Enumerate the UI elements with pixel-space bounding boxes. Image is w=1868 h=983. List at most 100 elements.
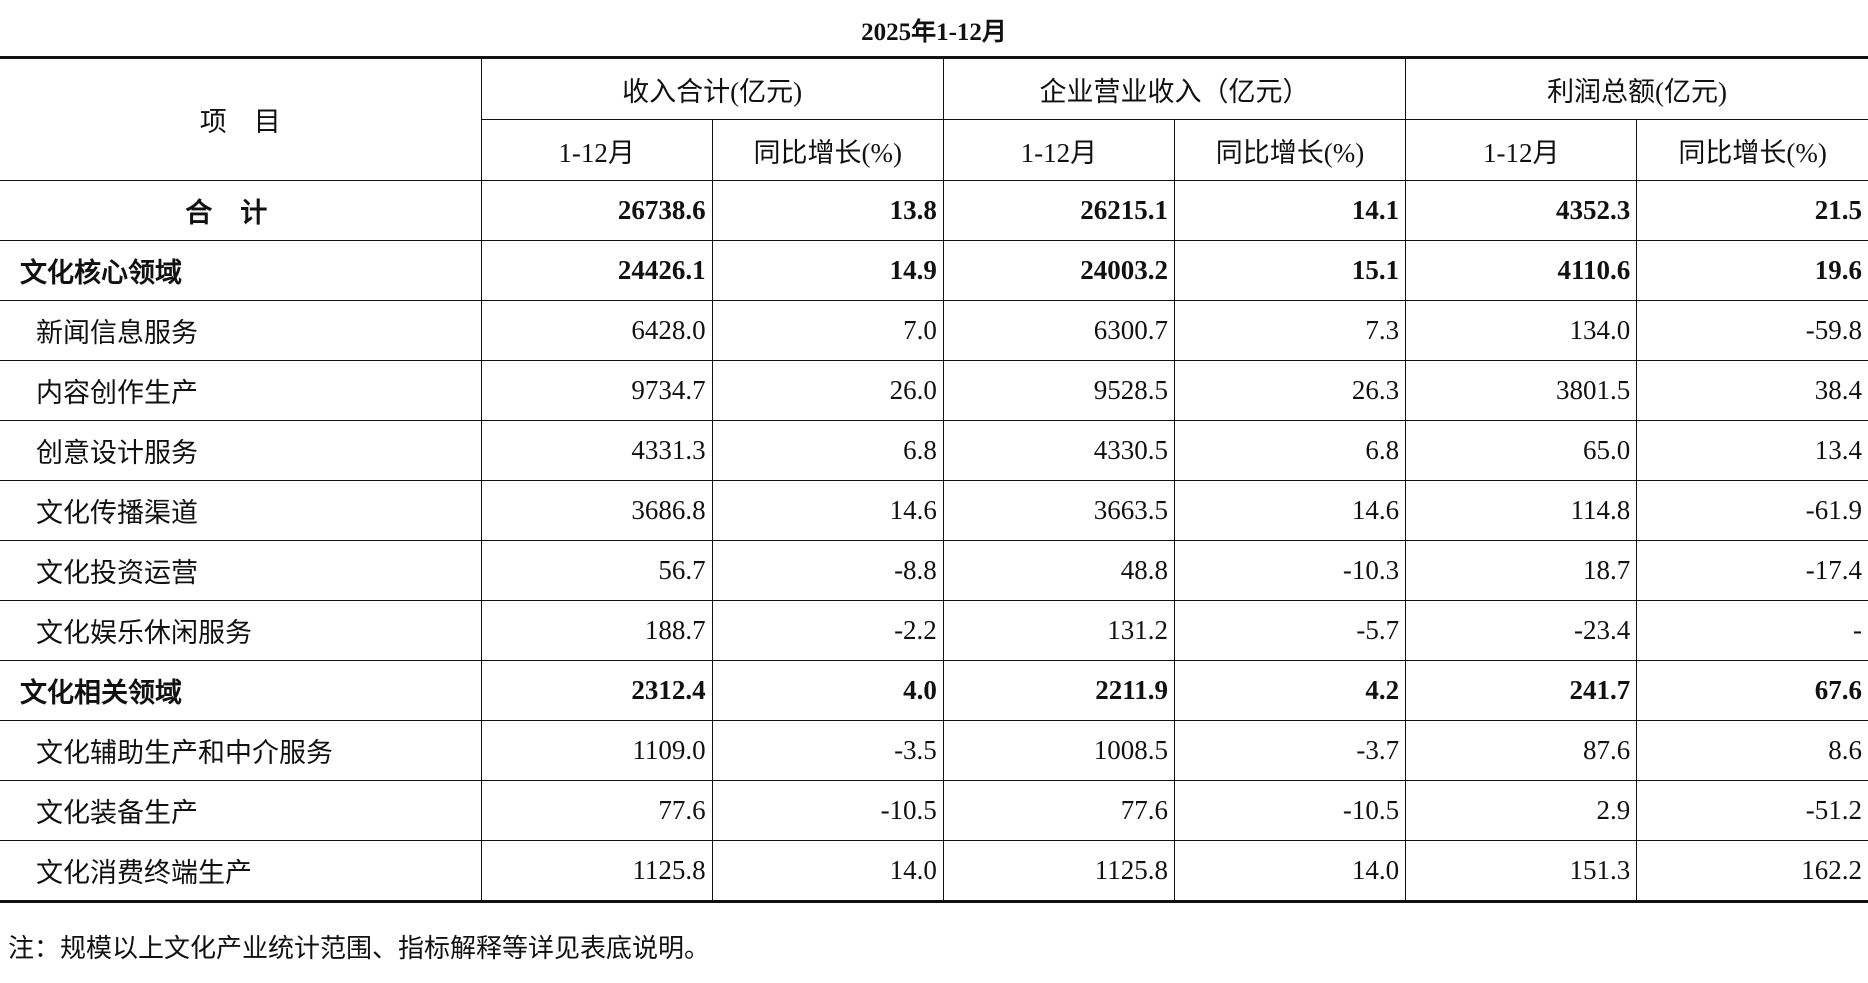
cell-value: 151.3	[1405, 840, 1638, 902]
cell-value: -3.7	[1173, 720, 1407, 781]
header-row-sub: 1-12月 同比增长(%) 1-12月 同比增长(%) 1-12月 同比增长(%…	[0, 119, 1868, 181]
row-label: 文化装备生产	[0, 780, 482, 841]
cell-value: 77.6	[942, 780, 1175, 841]
cell-value: 2.9	[1405, 780, 1638, 841]
header-sub: 1-12月	[481, 119, 713, 181]
cell-value: 15.1	[1173, 240, 1407, 301]
cell-value: 114.8	[1405, 480, 1638, 541]
cell-value: 1125.8	[480, 840, 713, 902]
cell-value: 18.7	[1405, 540, 1638, 601]
cell-value: 134.0	[1405, 300, 1638, 361]
cell-value: 13.8	[711, 180, 944, 241]
row-label: 文化传播渠道	[0, 480, 482, 541]
cell-value: 1125.8	[942, 840, 1175, 902]
cell-value: 21.5	[1636, 180, 1868, 241]
cell-value: 9734.7	[480, 360, 713, 421]
cell-value: 14.1	[1173, 180, 1407, 241]
cell-value: -8.8	[711, 540, 944, 601]
row-label: 文化辅助生产和中介服务	[0, 720, 482, 781]
cell-value: -17.4	[1636, 540, 1868, 601]
row-label: 合计	[0, 180, 482, 241]
cell-value: 8.6	[1636, 720, 1868, 781]
cell-value: 77.6	[480, 780, 713, 841]
row-label: 文化核心领域	[0, 240, 482, 301]
cell-value: 67.6	[1636, 660, 1868, 721]
header-group-total-income: 收入合计(亿元)	[480, 57, 944, 120]
cell-value: 188.7	[480, 600, 713, 661]
table-title: 2025年1-12月	[861, 19, 1007, 46]
cell-value: -59.8	[1636, 300, 1868, 361]
table-row: 文化装备生产 77.6 -10.5 77.6 -10.5 2.9 -51.2	[0, 780, 1868, 841]
cell-value: 2211.9	[942, 660, 1175, 721]
cell-value: 14.0	[711, 840, 944, 902]
table-row: 文化辅助生产和中介服务 1109.0 -3.5 1008.5 -3.7 87.6 8.6	[0, 720, 1868, 781]
table-row: 内容创作生产 9734.7 26.0 9528.5 26.3 3801.5 38.4	[0, 360, 1868, 421]
table-row: 新闻信息服务 6428.0 7.0 6300.7 7.3 134.0 -59.8	[0, 300, 1868, 361]
cell-value: 26.0	[711, 360, 944, 421]
header-sub: 同比增长(%)	[711, 119, 944, 181]
cell-value: 56.7	[480, 540, 713, 601]
cell-value: 13.4	[1636, 420, 1868, 481]
cell-value: 14.6	[1173, 480, 1407, 541]
header-item: 项 目	[0, 57, 482, 181]
cell-value: 3801.5	[1405, 360, 1638, 421]
table-row: 文化核心领域 24426.1 14.9 24003.2 15.1 4110.6 19.6	[0, 240, 1868, 301]
table-row: 文化消费终端生产 1125.8 14.0 1125.8 14.0 151.3 162.2	[0, 840, 1868, 902]
table-row: 文化传播渠道 3686.8 14.6 3663.5 14.6 114.8 -61.9	[0, 480, 1868, 541]
table-row: 文化娱乐休闲服务 188.7 -2.2 131.2 -5.7 -23.4-	[0, 600, 1868, 661]
cell-value: 4.2	[1173, 660, 1407, 721]
cell-value: -23.4	[1405, 600, 1638, 661]
cell-value: 9528.5	[942, 360, 1175, 421]
table-row: 文化投资运营 56.7 -8.8 48.8 -10.3 18.7 -17.4	[0, 540, 1868, 601]
table-row: 创意设计服务 4331.3 6.8 4330.5 6.8 65.0 13.4	[0, 420, 1868, 481]
cell-value: -2.2	[711, 600, 944, 661]
cell-value: 131.2	[942, 600, 1175, 661]
row-label: 文化相关领域	[0, 660, 482, 721]
cell-value: 87.6	[1405, 720, 1638, 781]
header-sub: 同比增长(%)	[1636, 119, 1868, 181]
cell-value: -10.3	[1173, 540, 1407, 601]
cell-value: 2312.4	[480, 660, 713, 721]
cell-value: -	[1636, 600, 1868, 661]
cell-value: 1008.5	[942, 720, 1175, 781]
cell-value: 14.6	[711, 480, 944, 541]
cell-value: -10.5	[711, 780, 944, 841]
row-label: 内容创作生产	[0, 360, 482, 421]
cell-value: 241.7	[1405, 660, 1638, 721]
table-row: 文化相关领域 2312.4 4.0 2211.9 4.2 241.7 67.6	[0, 660, 1868, 721]
cell-value: 162.2	[1636, 840, 1868, 902]
header-sub: 1-12月	[1405, 119, 1638, 181]
cell-value: 26215.1	[942, 180, 1175, 241]
row-label: 文化娱乐休闲服务	[0, 600, 482, 661]
cell-value: -3.5	[711, 720, 944, 781]
cell-value: 26738.6	[480, 180, 713, 241]
cell-value: 6.8	[1173, 420, 1407, 481]
cell-value: 3686.8	[480, 480, 713, 541]
row-label: 新闻信息服务	[0, 300, 482, 361]
header-sub: 1-12月	[942, 119, 1175, 181]
cell-value: 7.0	[711, 300, 944, 361]
cell-value: 1109.0	[480, 720, 713, 781]
cell-value: 48.8	[942, 540, 1175, 601]
cell-value: 6428.0	[480, 300, 713, 361]
cell-value: 14.9	[711, 240, 944, 301]
cell-value: 4331.3	[480, 420, 713, 481]
cell-value: 26.3	[1173, 360, 1407, 421]
header-sub: 同比增长(%)	[1173, 119, 1407, 181]
row-label: 创意设计服务	[0, 420, 482, 481]
cell-value: 4330.5	[942, 420, 1175, 481]
cell-value: 24426.1	[480, 240, 713, 301]
cell-value: 3663.5	[942, 480, 1175, 541]
cell-value: -61.9	[1636, 480, 1868, 541]
cell-value: 19.6	[1636, 240, 1868, 301]
cell-value: 7.3	[1173, 300, 1407, 361]
cell-value: 65.0	[1405, 420, 1638, 481]
cell-value: 4352.3	[1405, 180, 1638, 241]
row-label: 文化消费终端生产	[0, 840, 482, 902]
row-label: 文化投资运营	[0, 540, 482, 601]
cell-value: -10.5	[1173, 780, 1407, 841]
cell-value: -51.2	[1636, 780, 1868, 841]
table-row: 合计 26738.6 13.8 26215.1 14.1 4352.3 21.5	[0, 180, 1868, 241]
cell-value: 38.4	[1636, 360, 1868, 421]
footnote: 注：规模以上文化产业统计范围、指标解释等详见表底说明。	[8, 934, 711, 963]
